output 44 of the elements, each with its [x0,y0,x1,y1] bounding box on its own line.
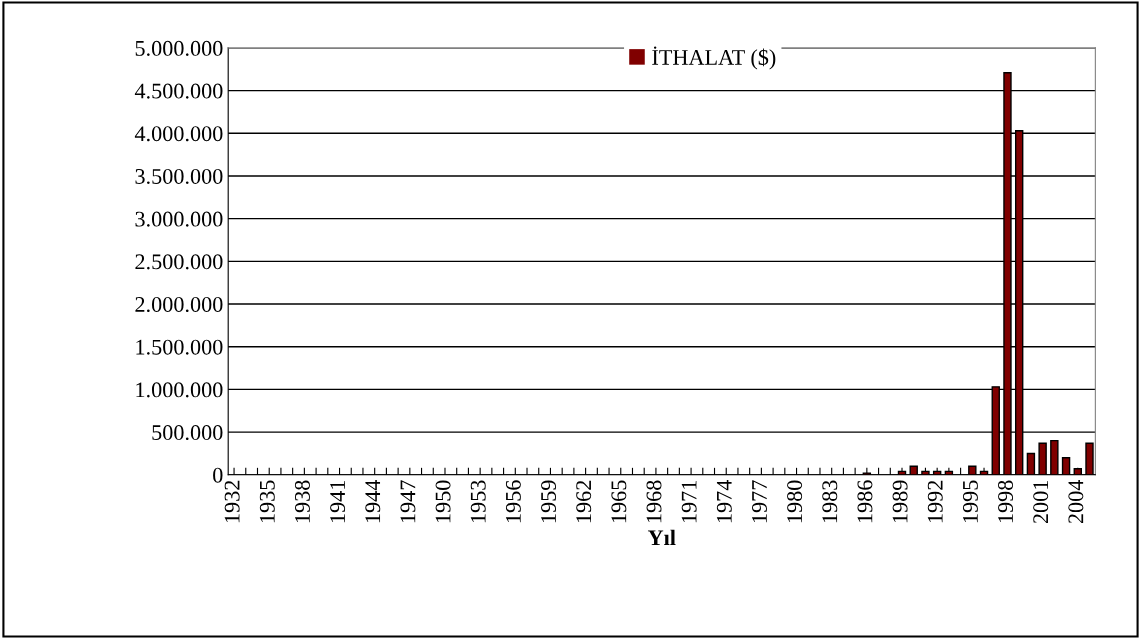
x-tick-label: 1953 [470,480,486,523]
y-tick-label: 0 [213,467,223,483]
x-tick-label: 1941 [330,480,346,523]
x-tick-label: 1935 [259,480,275,523]
y-tick-label: 500.000 [152,425,223,441]
x-tick-label: 1932 [224,480,240,523]
bar [1050,439,1059,475]
x-tick-label: 1965 [611,480,627,523]
y-tick-label: 5.000.000 [135,40,223,56]
y-tick-label: 3.000.000 [135,211,223,227]
x-tick-label: 1950 [435,480,451,523]
bar [1061,457,1071,475]
x-tick-label: 1989 [892,480,908,523]
x-tick-label: 1992 [927,480,943,523]
x-tick-label: 1956 [505,480,521,523]
x-tick-label: 1974 [716,479,732,523]
y-tick-label: 4.000.000 [134,126,223,142]
y-tick-label: 2.500.000 [135,254,223,270]
x-tick-label: 2004 [1068,479,1084,524]
bar [1085,442,1094,475]
x-tick-label: 1959 [541,480,557,523]
x-tick-label: 1971 [681,480,697,523]
x-tick-label: 1977 [752,480,767,523]
x-tick-label: 1983 [822,480,838,523]
x-tick-label: 1980 [787,480,803,523]
bar [1026,452,1036,475]
x-tick-label: 1947 [400,480,416,523]
y-tick-label: 1.500.000 [136,339,223,355]
legend-label: İTHALAT ($) [652,46,776,70]
x-tick-label: 1938 [294,480,310,523]
y-tick-label: 2.000.000 [135,296,223,313]
bar [1038,442,1047,475]
y-tick-label: 4.500.000 [134,83,223,99]
x-tick-label: 1998 [998,480,1014,523]
y-tick-label: 1.000.000 [136,382,223,398]
x-tick-label: 1962 [576,480,592,523]
x-tick-label: 2001 [1033,480,1049,524]
x-tick-label: 1968 [646,480,662,523]
x-axis-title: Yıl [647,529,676,546]
y-tick-label: 3.500.000 [135,168,223,185]
bar [968,465,977,475]
x-tick-label: 1944 [365,479,381,523]
x-tick-label: 1986 [857,480,873,523]
x-tick-label: 1995 [962,480,978,523]
